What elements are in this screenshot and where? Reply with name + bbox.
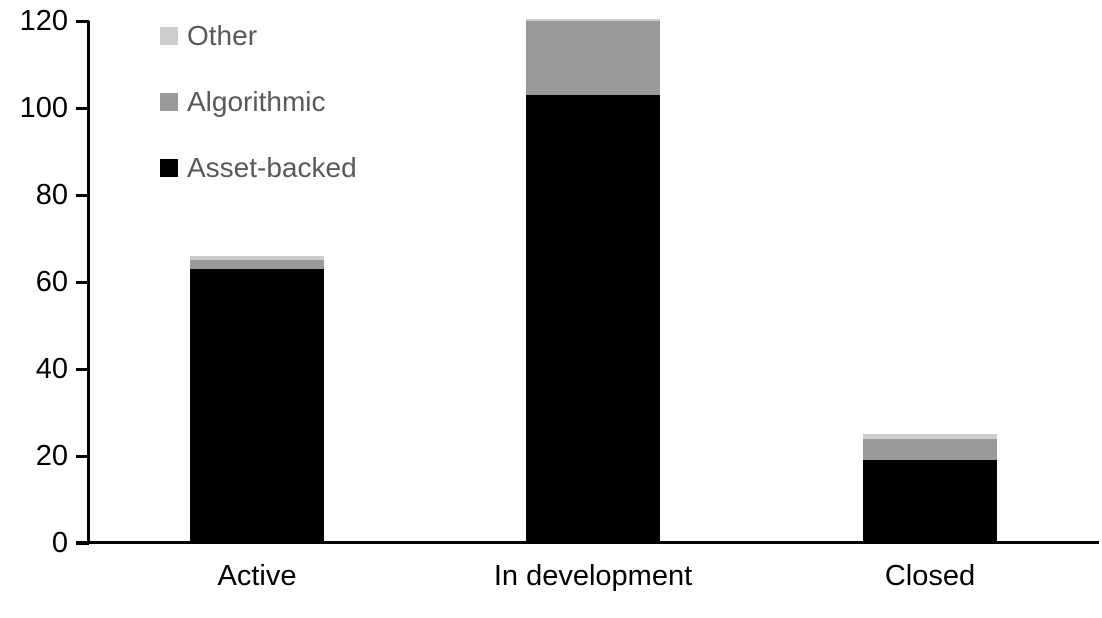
bar-segment-active-algorithmic xyxy=(190,260,324,269)
legend-label: Algorithmic xyxy=(187,86,326,117)
bar-segment-closed-algorithmic xyxy=(863,438,997,461)
y-tick-label: 60 xyxy=(35,266,68,298)
bar-segment-in-development-algorithmic xyxy=(526,21,660,95)
y-tick-label: 0 xyxy=(51,527,68,559)
bar-segment-closed-other xyxy=(863,434,997,439)
y-tick-label: 120 xyxy=(19,5,68,37)
legend-label: Other xyxy=(187,20,258,51)
y-tick-label: 100 xyxy=(19,92,68,124)
y-tick-mark xyxy=(76,281,89,284)
bar-segment-active-asset-backed xyxy=(190,268,324,543)
legend-swatch-icon xyxy=(160,27,178,45)
y-tick-label: 20 xyxy=(35,440,68,472)
bar-segment-active-other xyxy=(190,255,324,261)
legend-label: Asset-backed xyxy=(187,152,357,183)
y-tick-mark xyxy=(76,194,89,197)
bar-segment-in-development-other xyxy=(526,18,660,21)
x-category-label-active: Active xyxy=(217,560,297,592)
legend-item-other: Other xyxy=(160,22,257,50)
x-category-label-closed: Closed xyxy=(884,560,976,592)
y-tick-mark xyxy=(76,107,89,110)
y-tick-mark xyxy=(76,20,89,23)
y-tick-mark xyxy=(76,368,89,371)
y-tick-mark xyxy=(76,455,89,458)
legend-item-asset-backed: Asset-backed xyxy=(160,154,357,182)
y-tick-label: 40 xyxy=(35,353,68,385)
legend-swatch-icon xyxy=(160,159,178,177)
bar-segment-closed-asset-backed xyxy=(863,460,997,543)
y-tick-mark xyxy=(76,542,89,545)
bar-segment-in-development-asset-backed xyxy=(526,94,660,543)
x-category-label-in-development: In development xyxy=(493,560,693,592)
legend-swatch-icon xyxy=(160,93,178,111)
y-tick-label: 80 xyxy=(35,179,68,211)
legend-item-algorithmic: Algorithmic xyxy=(160,88,325,116)
